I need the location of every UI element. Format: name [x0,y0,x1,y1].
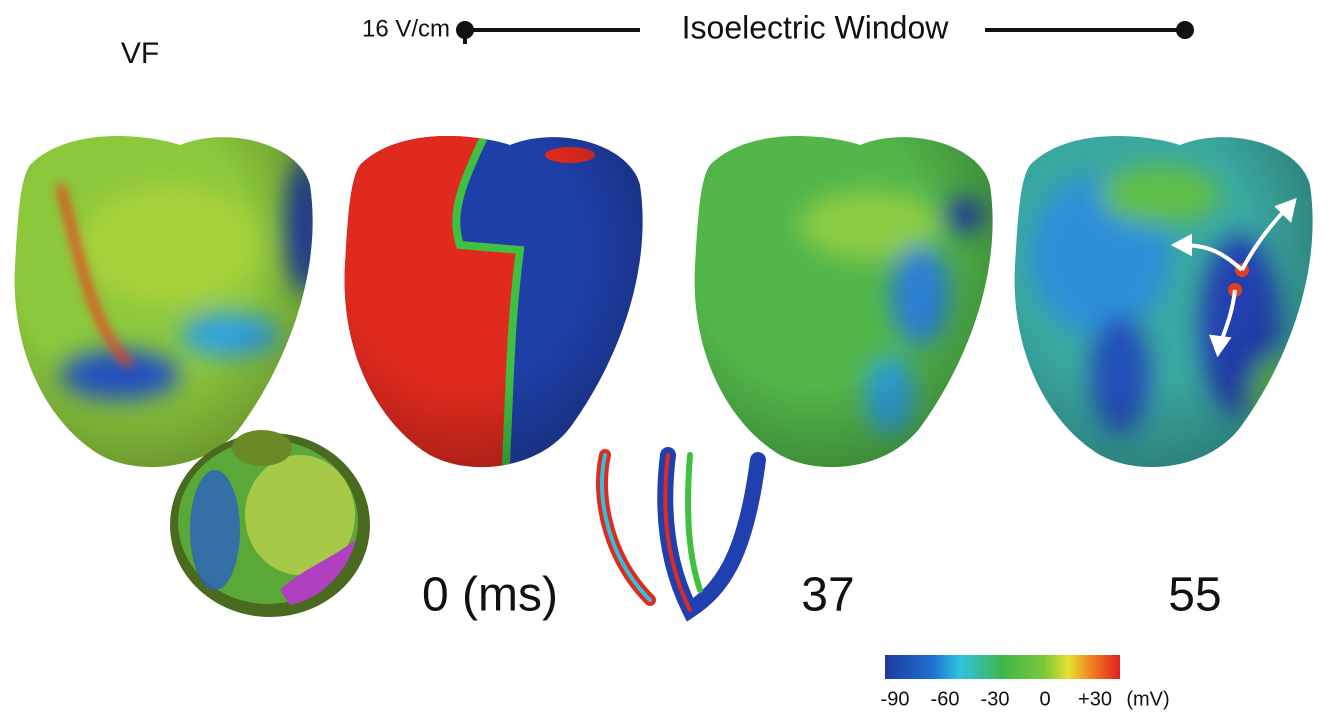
colorbar-tick-label: -30 [981,688,1010,710]
panel-label: VF [121,37,159,70]
heart-map [690,125,1010,485]
colorbar-tick-label: +30 [1078,688,1112,710]
colorbar-tick-label: 0 [1039,688,1050,710]
colorbar [885,655,1120,679]
heart-map [340,125,660,485]
base-view [170,430,370,617]
colorbar-tick-label: -60 [931,688,960,710]
colorbar-unit: (mV) [1126,688,1169,710]
field-strength: 16 V/cm [362,15,450,42]
colorbar-tick-label: -90 [881,688,910,710]
time-label: 0 (ms) [422,569,558,622]
figure: VF 16 V/cm Isoelectric Window [0,0,1332,718]
cross-section [602,455,758,610]
time-label: 37 [801,569,854,622]
heart-map [10,125,330,485]
window-label: Isoelectric Window [682,9,950,45]
time-label: 55 [1168,569,1221,622]
heart-map [1010,125,1330,485]
